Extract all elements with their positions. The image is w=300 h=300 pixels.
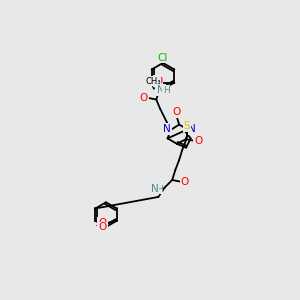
Text: O: O [194,136,202,146]
Text: H: H [156,185,163,194]
Text: CH₃: CH₃ [145,76,161,85]
Text: H: H [163,86,170,95]
Text: N: N [163,124,171,134]
Text: O: O [154,76,162,86]
Text: S: S [184,121,190,131]
Text: O: O [173,107,181,117]
Text: Cl: Cl [158,52,168,63]
Text: O: O [98,218,106,228]
Text: O: O [99,222,107,233]
Text: O: O [180,176,189,187]
Text: N: N [151,184,158,194]
Text: N: N [188,124,196,134]
Text: O: O [140,93,148,103]
Text: N: N [157,85,165,95]
